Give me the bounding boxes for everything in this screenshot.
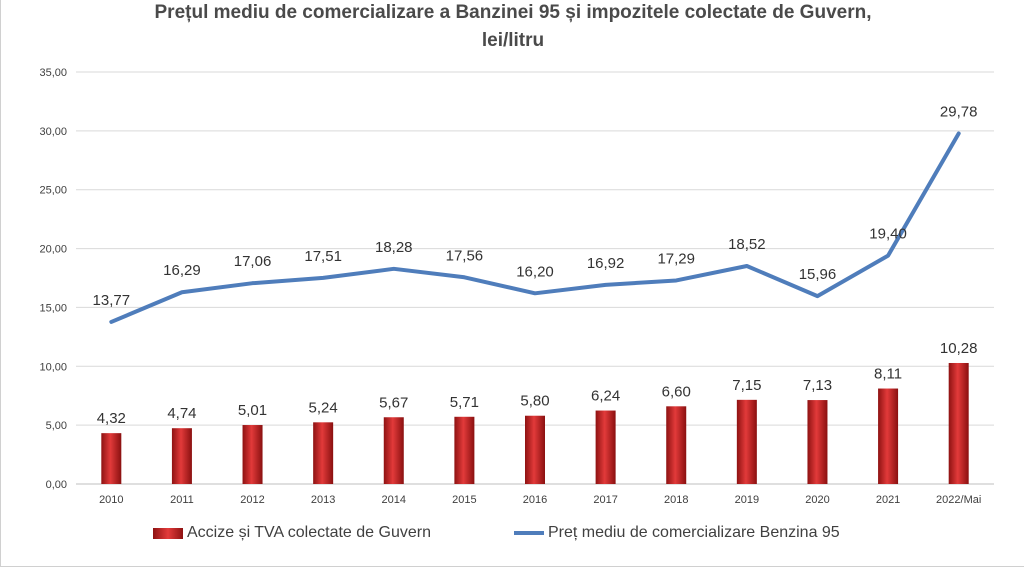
bar-series <box>101 362 969 484</box>
bar-data-label: 5,71 <box>450 394 479 411</box>
bar-data-label: 5,80 <box>520 393 549 410</box>
chart-title: Prețul mediu de comercializare a Banzine… <box>154 2 872 23</box>
line-data-label: 18,28 <box>375 239 413 256</box>
x-tick-label: 2016 <box>523 494 547 506</box>
x-tick-label: 2020 <box>805 494 829 506</box>
y-tick-label: 15,00 <box>39 302 67 314</box>
bar-data-label: 6,60 <box>662 383 691 400</box>
x-tick-label: 2017 <box>593 494 617 506</box>
legend-item-bars: Accize și TVA colectate de Guvern <box>153 524 431 542</box>
bar <box>525 415 545 484</box>
y-tick-label: 20,00 <box>39 244 67 256</box>
bar-data-label: 4,32 <box>97 410 126 427</box>
bar <box>595 410 616 484</box>
bar-data-label: 6,24 <box>591 388 620 405</box>
line-data-label: 17,56 <box>446 247 484 264</box>
y-axis-ticks: 0,00 5,00 10,00 15,00 20,00 25,00 30,00 35,00 <box>39 67 67 491</box>
x-tick-label: 2011 <box>170 494 194 506</box>
legend-bar-swatch <box>153 527 183 539</box>
line-data-label: 18,52 <box>728 236 766 253</box>
bar <box>666 406 687 484</box>
line-data-label: 17,51 <box>304 248 342 265</box>
x-tick-label: 2010 <box>99 494 123 506</box>
chart-title-unit: lei/litru <box>481 30 545 51</box>
x-axis-ticks: 2010 2011 2012 2013 2014 2015 2016 2017 2018 2019… <box>99 494 981 506</box>
y-tick-label: 25,00 <box>39 185 67 197</box>
bar <box>878 388 899 484</box>
bar <box>948 362 969 484</box>
y-tick-label: 5,00 <box>46 420 67 432</box>
bar <box>454 416 475 484</box>
y-tick-label: 30,00 <box>39 126 67 138</box>
line-data-label: 19,40 <box>869 226 907 243</box>
line-data-label: 16,92 <box>587 255 625 272</box>
bar <box>383 417 404 484</box>
legend-item-line: Preț mediu de comercializare Benzina 95 <box>514 524 840 542</box>
bar-data-label: 7,15 <box>732 377 761 394</box>
bar-data-label: 8,11 <box>874 366 902 383</box>
line-data-label: 17,06 <box>234 253 272 270</box>
y-tick-label: 0,00 <box>46 479 67 491</box>
bar-data-label: 10,28 <box>940 340 978 357</box>
y-tick-label: 10,00 <box>39 361 67 373</box>
legend-label-bars: Accize și TVA colectate de Guvern <box>187 524 431 541</box>
legend: Accize și TVA colectate de Guvern Preț m… <box>1 524 1024 546</box>
gridlines <box>76 71 994 485</box>
x-tick-label: 2021 <box>876 494 900 506</box>
x-tick-label: 2019 <box>735 494 759 506</box>
bar-data-label: 7,13 <box>803 377 832 394</box>
bar <box>242 425 263 484</box>
x-tick-label: 2014 <box>382 494 406 506</box>
x-tick-label: 2018 <box>664 494 688 506</box>
x-tick-label: 2012 <box>240 494 264 506</box>
bar <box>101 433 122 484</box>
x-tick-label: 2013 <box>311 494 335 506</box>
bar <box>313 422 334 484</box>
line-data-label: 15,96 <box>799 266 837 283</box>
bar-data-label: 5,24 <box>309 399 338 416</box>
line-data-label: 17,29 <box>657 250 695 267</box>
x-tick-label: 2022/Mai <box>936 494 981 506</box>
x-tick-label: 2015 <box>452 494 476 506</box>
bar-data-label: 4,74 <box>167 405 196 422</box>
legend-label-line: Preț mediu de comercializare Benzina 95 <box>548 524 840 541</box>
line-data-label: 16,29 <box>163 262 201 279</box>
bar <box>736 399 757 484</box>
line-series <box>109 131 961 324</box>
line-data-label: 16,20 <box>516 263 554 280</box>
bar-data-label: 5,01 <box>238 402 267 419</box>
bar <box>807 400 828 484</box>
data-labels: 4,32 4,74 5,01 5,24 5,67 5,71 5,80 6,24 6,60 7,15… <box>93 103 978 427</box>
line-series-path <box>109 131 961 324</box>
line-data-label: 29,78 <box>940 103 978 120</box>
y-tick-label: 35,00 <box>39 67 67 79</box>
bar <box>171 428 192 484</box>
bar-data-label: 5,67 <box>379 394 408 411</box>
legend-line-swatch <box>514 531 544 535</box>
line-data-label: 13,77 <box>93 292 131 309</box>
